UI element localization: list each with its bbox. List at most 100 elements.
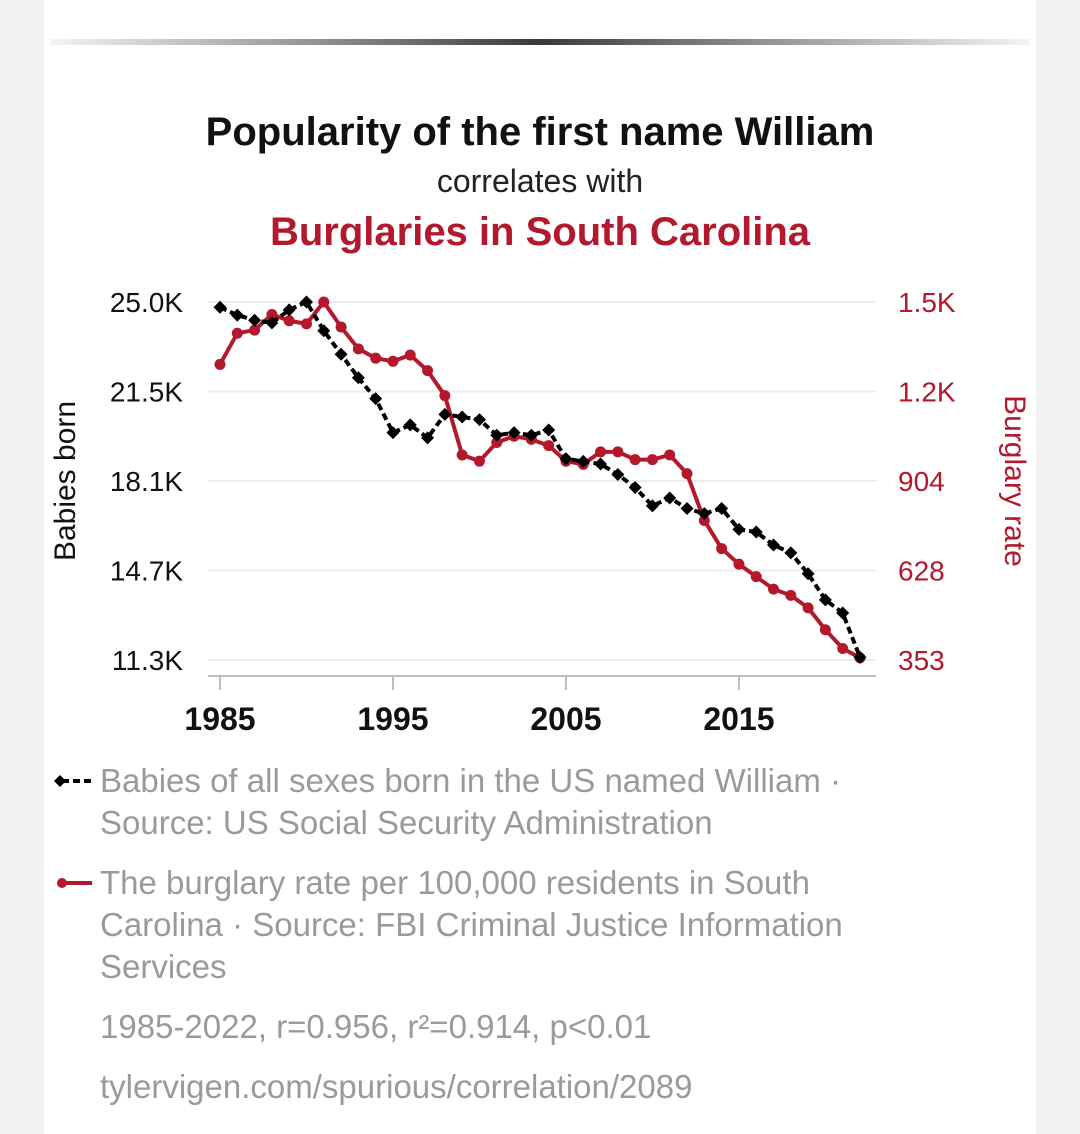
data-point-william [576,454,590,468]
data-point-burglary [387,355,399,367]
chart-title: Popularity of the first name William [205,110,875,154]
data-point-william [403,418,417,432]
legend-label-william: Babies of all sexes born in the US named… [100,762,841,841]
data-point-william [507,426,521,440]
data-point-william [645,499,659,513]
data-point-burglary [318,296,330,308]
chart-card [44,0,1036,1134]
data-point-william [438,407,452,421]
y-left-tick-label: 21.5K [110,377,183,408]
data-point-burglary [595,446,607,458]
data-point-william [611,467,625,481]
data-point-william [784,546,798,560]
chart-connector-text: correlates with [436,163,644,199]
data-point-burglary [802,602,814,614]
y-right-tick-label: 1.5K [898,287,956,318]
x-tick-label: 1985 [184,701,255,737]
data-point-burglary [266,308,278,320]
chart-subtitle: Burglaries in South Carolina [269,210,811,254]
data-point-william [542,423,556,437]
data-point-william [282,303,296,317]
legend-key-burglary [57,878,92,888]
data-point-burglary [716,543,728,555]
top-divider [50,39,1030,45]
y-right-tick-label: 628 [898,556,945,587]
data-point-william [386,426,400,440]
data-point-william [853,650,867,664]
legend-key-william [54,775,92,787]
data-point-william [767,538,781,552]
data-point-william [628,481,642,495]
data-point-william [680,501,694,515]
data-point-william [213,300,227,314]
chart-series [213,295,867,664]
y-left-axis-label: Babies born [49,401,82,561]
data-point-burglary [456,449,468,461]
data-point-william [697,507,711,521]
data-point-burglary [629,454,641,466]
data-point-burglary [646,454,658,466]
correlation-stats: 1985-2022, r=0.956, r²=0.914, p<0.01 [100,1008,652,1045]
data-point-burglary [249,324,261,336]
data-point-william [818,593,832,607]
data-point-william [369,392,383,406]
source-url[interactable]: tylervigen.com/spurious/correlation/2089 [100,1068,693,1105]
x-tick-label: 1995 [357,701,428,737]
chart-axes: 25.0K 1.5K 21.5K 1.2K 18.1K 904 14.7K 628 11.3K 3… [49,287,1031,737]
data-point-burglary [422,365,434,377]
data-point-burglary [698,514,710,526]
y-left-tick-label: 25.0K [110,287,183,318]
data-point-burglary [543,440,555,452]
x-tick-label: 2015 [703,701,774,737]
data-point-burglary [785,589,797,601]
data-point-burglary [473,455,485,467]
data-point-william [455,410,469,424]
y-left-tick-label: 18.1K [110,466,183,497]
data-point-william [715,501,729,515]
series-line-william [219,300,862,659]
data-point-william [299,295,313,309]
data-point-burglary [612,446,624,458]
y-left-tick-label: 14.7K [110,556,183,587]
y-right-tick-label: 353 [898,645,945,676]
data-point-william [248,313,262,327]
data-point-burglary [664,449,676,461]
data-point-william [836,606,850,620]
data-point-william [490,428,504,442]
data-point-burglary [439,390,451,402]
data-point-burglary [768,583,780,595]
data-point-burglary [283,315,295,327]
data-point-burglary [750,571,762,583]
y-right-tick-label: 1.2K [898,377,956,408]
data-point-burglary [335,321,347,333]
data-point-william [801,567,815,581]
data-point-william [334,347,348,361]
series-line-burglary [218,300,861,660]
legend-label-burglary: The burglary rate per 100,000 residents … [100,864,843,985]
y-right-tick-label: 904 [898,466,945,497]
data-point-burglary [231,327,243,339]
y-right-axis-label: Burglary rate [998,395,1031,567]
data-point-william [265,316,279,330]
data-point-william [663,491,677,505]
data-point-william [524,428,538,442]
data-point-william [421,431,435,445]
y-left-tick-label: 11.3K [112,645,183,676]
data-point-burglary [681,468,693,480]
data-point-william [317,324,331,338]
data-point-william [732,522,746,536]
line-chart: 25.0K 1.5K 21.5K 1.2K 18.1K 904 14.7K 628 11.3K 3… [49,287,1031,737]
data-point-burglary [214,358,226,370]
data-point-burglary [837,642,849,654]
data-point-william [472,413,486,427]
x-tick-label: 2005 [530,701,601,737]
data-point-william [559,452,573,466]
data-point-burglary [733,558,745,570]
data-point-william [594,457,608,471]
grid-lines [208,301,876,661]
data-point-burglary [300,318,312,330]
data-point-burglary [370,352,382,364]
data-point-burglary [352,343,364,355]
data-point-burglary [819,624,831,636]
data-point-william [351,371,365,385]
